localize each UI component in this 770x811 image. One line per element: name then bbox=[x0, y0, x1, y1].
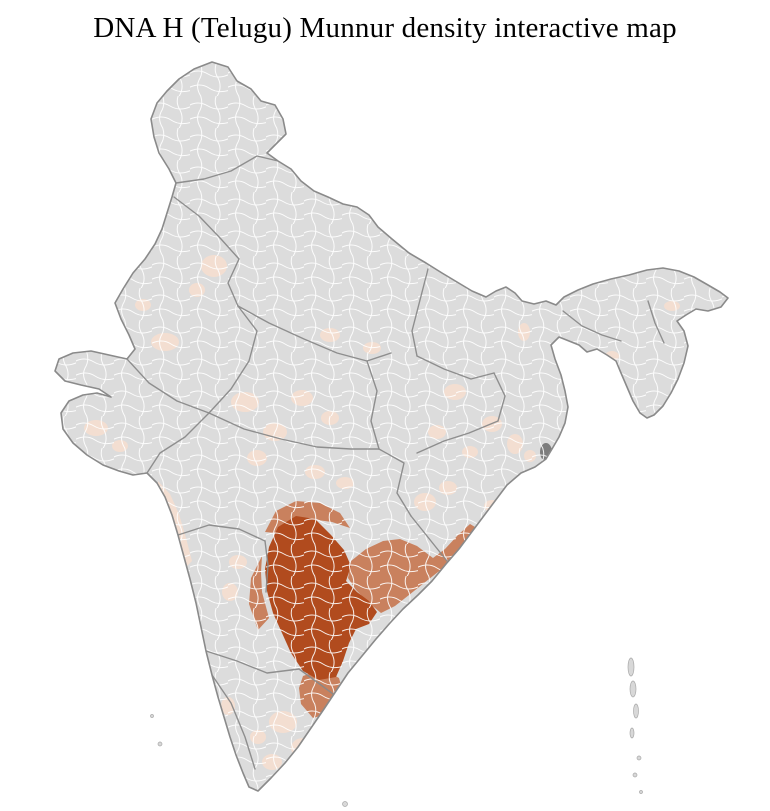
india-outline bbox=[54, 61, 729, 792]
page-title: DNA H (Telugu) Munnur density interactiv… bbox=[93, 12, 677, 44]
lakshadweep-islands[interactable] bbox=[150, 714, 348, 807]
andaman-nicobar-islands[interactable] bbox=[627, 657, 643, 794]
state-borders bbox=[126, 155, 665, 770]
